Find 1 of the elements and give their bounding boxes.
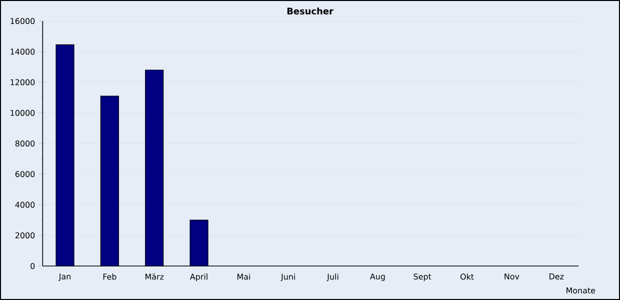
chart-title: Besucher [287,8,334,14]
